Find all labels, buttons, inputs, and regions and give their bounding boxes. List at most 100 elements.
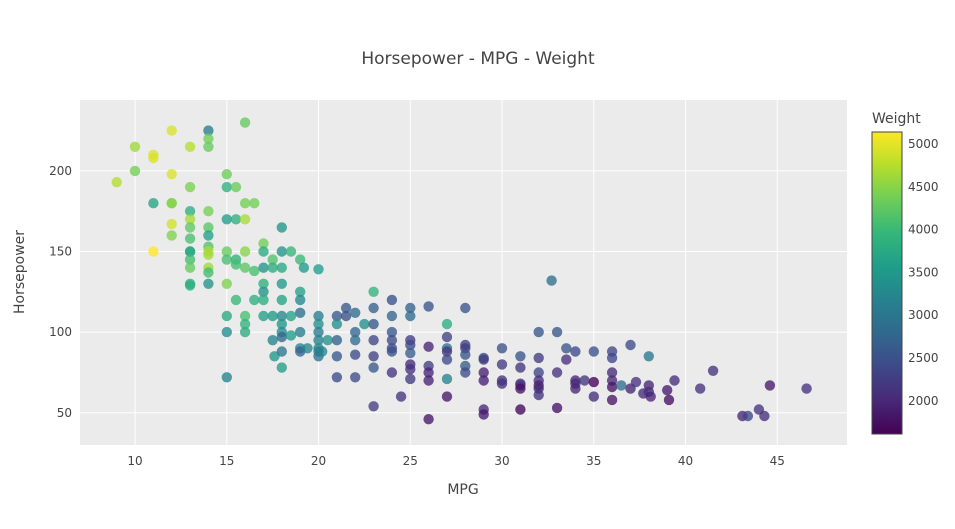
data-point: [221, 372, 232, 383]
colorbar-tick-label: 3000: [908, 308, 939, 322]
data-point: [350, 335, 361, 346]
data-point: [368, 351, 379, 362]
data-point: [285, 310, 297, 322]
data-point: [405, 364, 416, 375]
colorbar-tick-label: 3500: [908, 265, 939, 279]
data-point: [340, 310, 352, 322]
colorbar-tick-label: 4500: [908, 180, 939, 194]
data-point: [111, 177, 122, 188]
data-point: [258, 278, 269, 289]
data-point: [295, 326, 306, 338]
data-point: [258, 286, 269, 297]
data-point: [405, 373, 416, 385]
colorbar-gradient: [871, 131, 903, 435]
data-point: [203, 278, 214, 289]
data-point: [663, 394, 675, 406]
data-point: [662, 385, 673, 396]
data-point: [203, 230, 214, 241]
data-point: [203, 249, 214, 260]
data-point: [221, 214, 232, 225]
data-point: [239, 117, 251, 128]
data-point: [276, 318, 287, 330]
data-point: [606, 367, 618, 378]
data-point: [322, 335, 333, 346]
data-point: [606, 394, 618, 406]
data-point: [317, 346, 328, 357]
data-point: [460, 367, 471, 378]
data-point: [533, 352, 544, 364]
y-tick-label: 50: [57, 406, 72, 420]
data-point: [441, 391, 453, 402]
data-point: [759, 410, 770, 422]
colorbar: Weight 2000 2500 3000 3500 4000 4500 5000: [871, 111, 939, 435]
data-point: [313, 264, 324, 275]
data-point: [570, 346, 581, 357]
data-point: [285, 330, 297, 341]
data-point: [203, 206, 214, 217]
data-point: [331, 318, 343, 330]
data-point: [221, 181, 232, 193]
data-point: [460, 302, 471, 314]
data-point: [570, 383, 581, 394]
data-point: [423, 341, 434, 352]
colorbar-tick-label: 5000: [908, 137, 939, 151]
data-point: [405, 310, 416, 322]
data-point: [221, 326, 232, 338]
x-tick-label: 40: [678, 454, 693, 468]
data-point: [478, 367, 489, 378]
data-point: [350, 307, 361, 318]
data-point: [695, 383, 706, 394]
data-point: [258, 246, 269, 257]
data-point: [129, 165, 141, 177]
data-point: [331, 372, 343, 383]
data-point: [230, 214, 242, 225]
data-point: [184, 246, 196, 257]
data-point: [184, 280, 196, 291]
data-point: [239, 310, 251, 322]
chart-title: Horsepower - MPG - Weight: [361, 49, 595, 69]
data-point: [276, 310, 287, 322]
data-point: [166, 169, 177, 180]
x-tick-label: 20: [311, 454, 326, 468]
data-point: [368, 286, 379, 297]
data-point: [588, 391, 599, 402]
data-point: [441, 373, 453, 385]
data-point: [203, 133, 214, 144]
data-point: [276, 331, 287, 343]
x-axis-label: MPG: [447, 482, 478, 498]
data-point: [276, 246, 287, 257]
data-point: [184, 262, 196, 273]
y-tick-label: 200: [49, 164, 72, 178]
data-point: [405, 339, 416, 351]
x-tick-label: 30: [494, 454, 509, 468]
data-point: [496, 343, 508, 354]
data-point: [258, 310, 269, 322]
data-point: [166, 230, 177, 241]
y-tick-label: 100: [49, 325, 72, 339]
data-point: [423, 301, 434, 312]
colorbar-ticks: 2000 2500 3000 3500 4000 4500 5000: [908, 137, 939, 408]
data-point: [221, 246, 232, 257]
data-point: [276, 346, 287, 357]
data-point: [184, 206, 196, 217]
data-point: [148, 198, 159, 209]
data-point: [478, 354, 489, 365]
data-point: [249, 198, 260, 209]
data-point: [478, 409, 489, 420]
data-point: [184, 214, 196, 225]
data-point: [742, 410, 754, 422]
data-point: [249, 294, 260, 306]
data-points: [111, 117, 812, 425]
data-point: [533, 389, 544, 401]
data-point: [298, 262, 310, 273]
data-point: [588, 346, 599, 357]
data-point: [707, 365, 719, 376]
data-point: [203, 267, 214, 278]
data-point: [386, 346, 398, 357]
data-point: [386, 310, 398, 322]
data-point: [184, 222, 196, 233]
data-point: [551, 326, 563, 338]
y-axis-ticks: 50 100 150 200: [49, 164, 72, 420]
data-point: [239, 318, 251, 330]
